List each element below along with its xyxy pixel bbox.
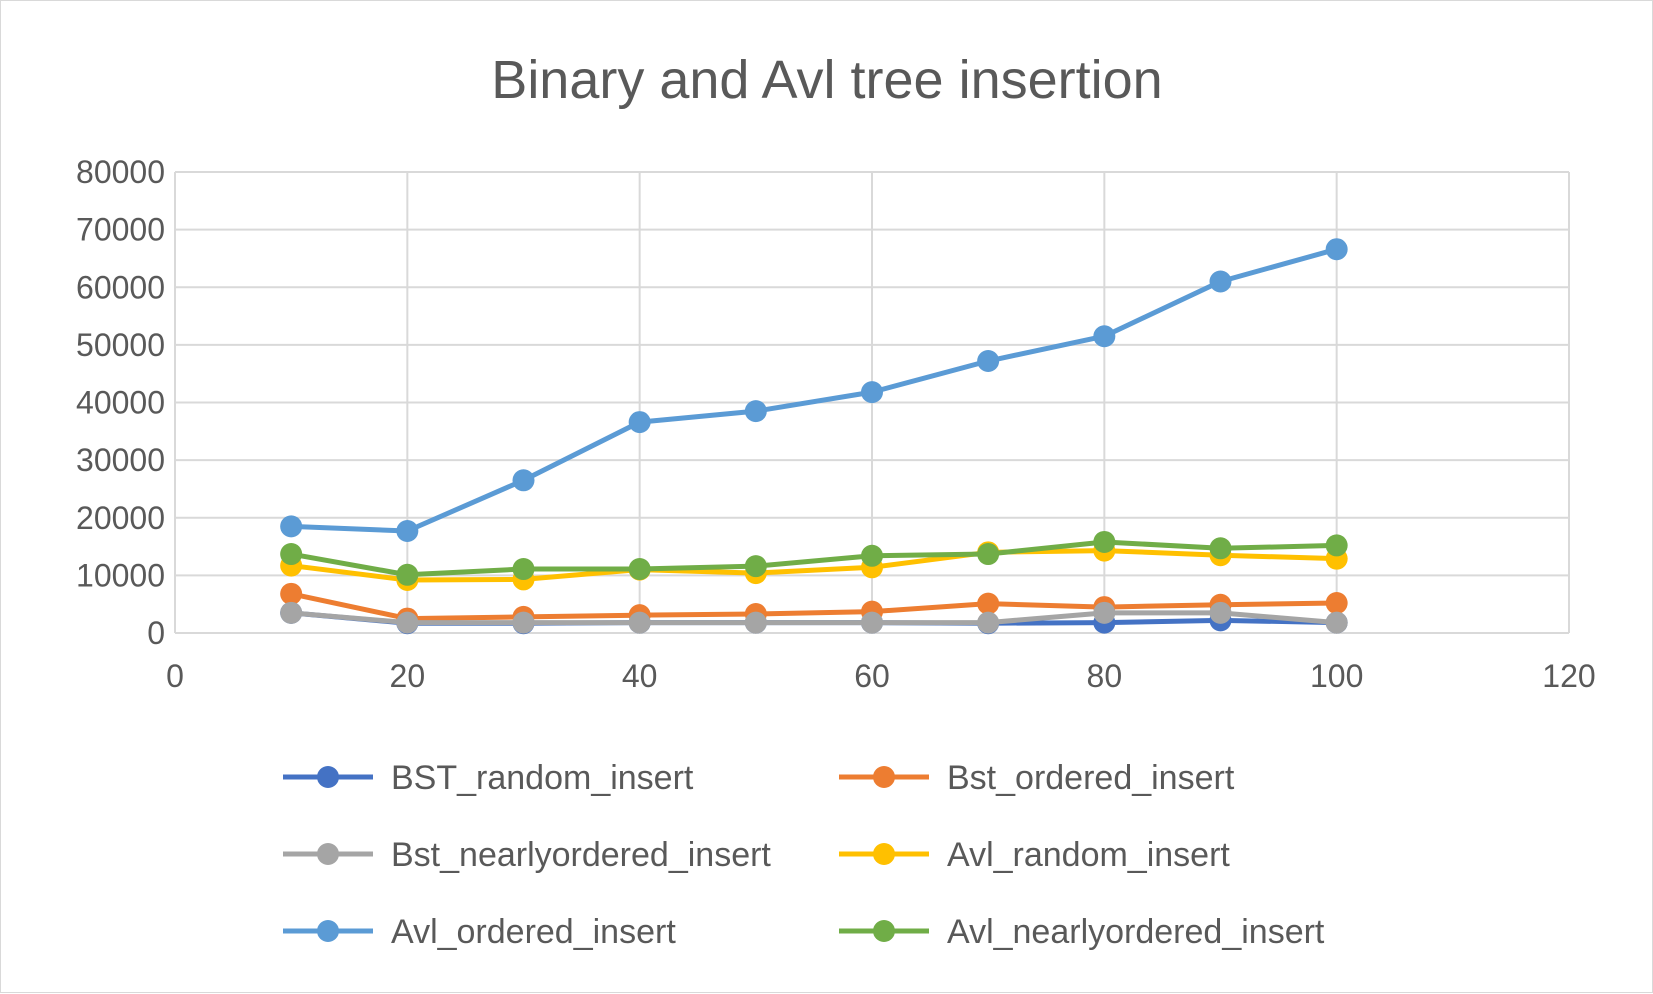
data-point	[280, 582, 303, 605]
legend-label: Bst_ordered_insert	[947, 759, 1235, 797]
y-tick-label: 80000	[76, 154, 165, 190]
x-tick-label: 60	[854, 658, 890, 694]
chart-title: Binary and Avl tree insertion	[491, 50, 1162, 110]
data-point	[1093, 530, 1116, 553]
data-point	[1209, 601, 1232, 624]
y-tick-label: 0	[147, 615, 165, 651]
data-point	[861, 381, 883, 404]
series-line	[288, 539, 1340, 578]
x-tick-label: 20	[390, 658, 426, 694]
data-point	[1209, 537, 1232, 560]
x-tick-label: 120	[1542, 658, 1595, 694]
legend-item-avl-ordered-insert: Avl_ordered_insert	[283, 913, 676, 951]
legend-label: Avl_ordered_insert	[391, 913, 676, 951]
data-point	[1325, 611, 1348, 634]
series-line	[288, 591, 1340, 622]
y-tick-label: 70000	[76, 212, 165, 248]
legend-label: Avl_nearlyordered_insert	[947, 913, 1325, 951]
series-avl-nearlyordered-insert	[280, 530, 1348, 586]
y-tick-label: 10000	[76, 557, 165, 593]
y-tick-label: 60000	[76, 269, 165, 305]
data-point	[512, 558, 535, 581]
x-tick-label: 100	[1310, 658, 1363, 694]
data-point	[1325, 238, 1348, 261]
x-axis-tick-labels: 0 20 40 60 80 100 120	[166, 658, 1596, 694]
y-tick-label: 30000	[76, 442, 165, 478]
data-point	[512, 469, 535, 492]
data-point	[1093, 601, 1116, 624]
data-point	[977, 592, 1000, 615]
data-point	[977, 543, 1000, 566]
data-point	[861, 611, 883, 634]
series-line	[288, 548, 1340, 583]
x-tick-label: 40	[622, 658, 658, 694]
data-point	[1325, 534, 1348, 557]
x-tick-label: 0	[166, 658, 184, 694]
data-point	[1325, 592, 1348, 615]
y-axis-tick-labels: 0 10000 20000 30000 40000 50000 60000 70000 8000…	[76, 154, 165, 651]
data-point	[628, 558, 651, 581]
data-point	[744, 555, 767, 578]
legend-swatch-marker	[873, 920, 895, 942]
data-point	[744, 400, 767, 423]
data-point	[396, 563, 419, 586]
legend: BST_random_insert Bst_ordered_insert Bst_n…	[283, 759, 1325, 951]
series-avl-ordered-insert	[280, 238, 1348, 543]
x-tick-label: 80	[1087, 658, 1123, 694]
legend-item-bst-random-insert: BST_random_insert	[283, 759, 694, 797]
y-tick-label: 20000	[76, 500, 165, 536]
data-point	[628, 611, 651, 634]
legend-swatch-marker	[317, 843, 339, 865]
data-point	[396, 611, 419, 634]
legend-item-bst-nearlyordered-insert: Bst_nearlyordered_insert	[283, 836, 771, 874]
data-point	[280, 601, 303, 624]
legend-label: Bst_nearlyordered_insert	[391, 836, 771, 874]
legend-label: Avl_random_insert	[947, 836, 1230, 874]
data-point	[1093, 325, 1116, 348]
data-point	[861, 544, 883, 567]
data-point	[744, 611, 767, 634]
data-point	[512, 611, 535, 634]
data-point	[280, 515, 303, 538]
legend-swatch-marker	[317, 920, 339, 942]
series-line	[288, 246, 1340, 534]
data-point	[280, 543, 303, 566]
legend-item-avl-nearlyordered-insert: Avl_nearlyordered_insert	[839, 913, 1325, 951]
legend-swatch-marker	[873, 843, 895, 865]
data-point	[977, 350, 1000, 373]
y-tick-label: 50000	[76, 327, 165, 363]
legend-item-avl-random-insert: Avl_random_insert	[839, 836, 1230, 874]
series-line	[288, 610, 1340, 626]
data-point	[628, 411, 651, 434]
legend-swatch-marker	[873, 766, 895, 788]
y-tick-label: 40000	[76, 385, 165, 421]
legend-item-bst-ordered-insert: Bst_ordered_insert	[839, 759, 1235, 797]
data-point	[396, 520, 419, 543]
data-point	[977, 611, 1000, 634]
data-point	[1209, 270, 1232, 293]
legend-swatch-marker	[317, 766, 339, 788]
series-bst-nearlyordered-insert	[280, 601, 1348, 634]
series-lines	[280, 238, 1348, 635]
legend-label: BST_random_insert	[391, 759, 694, 797]
